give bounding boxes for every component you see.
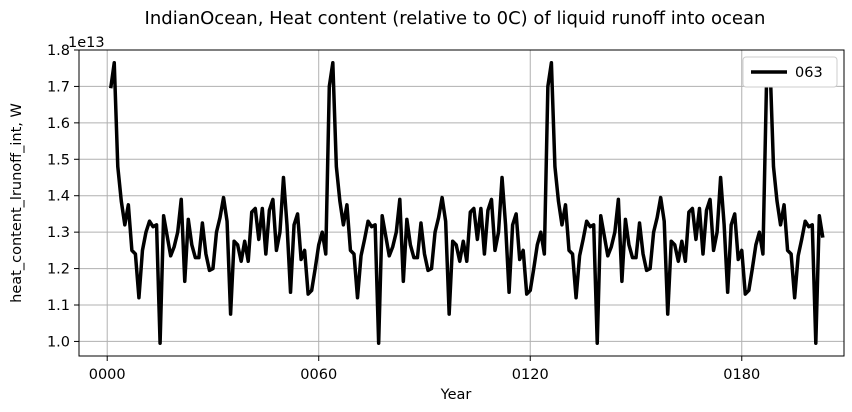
axis-ticks: 0000 0060 0120 0180 1.0 1.1 1.2 1.3 1.4 1.5 1.6 1.7…	[47, 43, 760, 383]
y-tick-label: 1.5	[47, 152, 70, 168]
x-tick-label: 0060	[300, 367, 337, 383]
y-tick-label: 1.4	[47, 189, 70, 205]
legend-label: 063	[795, 65, 823, 81]
chart-title: IndianOcean, Heat content (relative to 0…	[145, 8, 766, 29]
y-axis-label: heat_content_lrunoff_int, W	[9, 103, 25, 303]
x-axis-label: Year	[440, 387, 472, 403]
plot-frame	[78, 49, 845, 357]
x-tick-label: 0180	[723, 367, 760, 383]
y-tick-label: 1.3	[47, 225, 70, 241]
y-tick-label: 1.7	[47, 79, 70, 95]
plot-area	[108, 61, 825, 345]
x-tick-label: 0120	[512, 367, 549, 383]
legend-box	[742, 56, 838, 88]
grid-lines	[79, 49, 844, 356]
y-tick-label: 1.2	[47, 262, 70, 278]
y-multiplier-label: 1e13	[68, 35, 105, 51]
y-tick-label: 1.6	[47, 116, 70, 132]
y-tick-label: 1.8	[47, 43, 70, 59]
y-tick-label: 1.0	[47, 334, 70, 350]
legend: 063	[742, 56, 838, 88]
x-tick-label: 0000	[89, 367, 126, 383]
y-tick-label: 1.1	[47, 298, 70, 314]
series-line	[108, 61, 825, 345]
